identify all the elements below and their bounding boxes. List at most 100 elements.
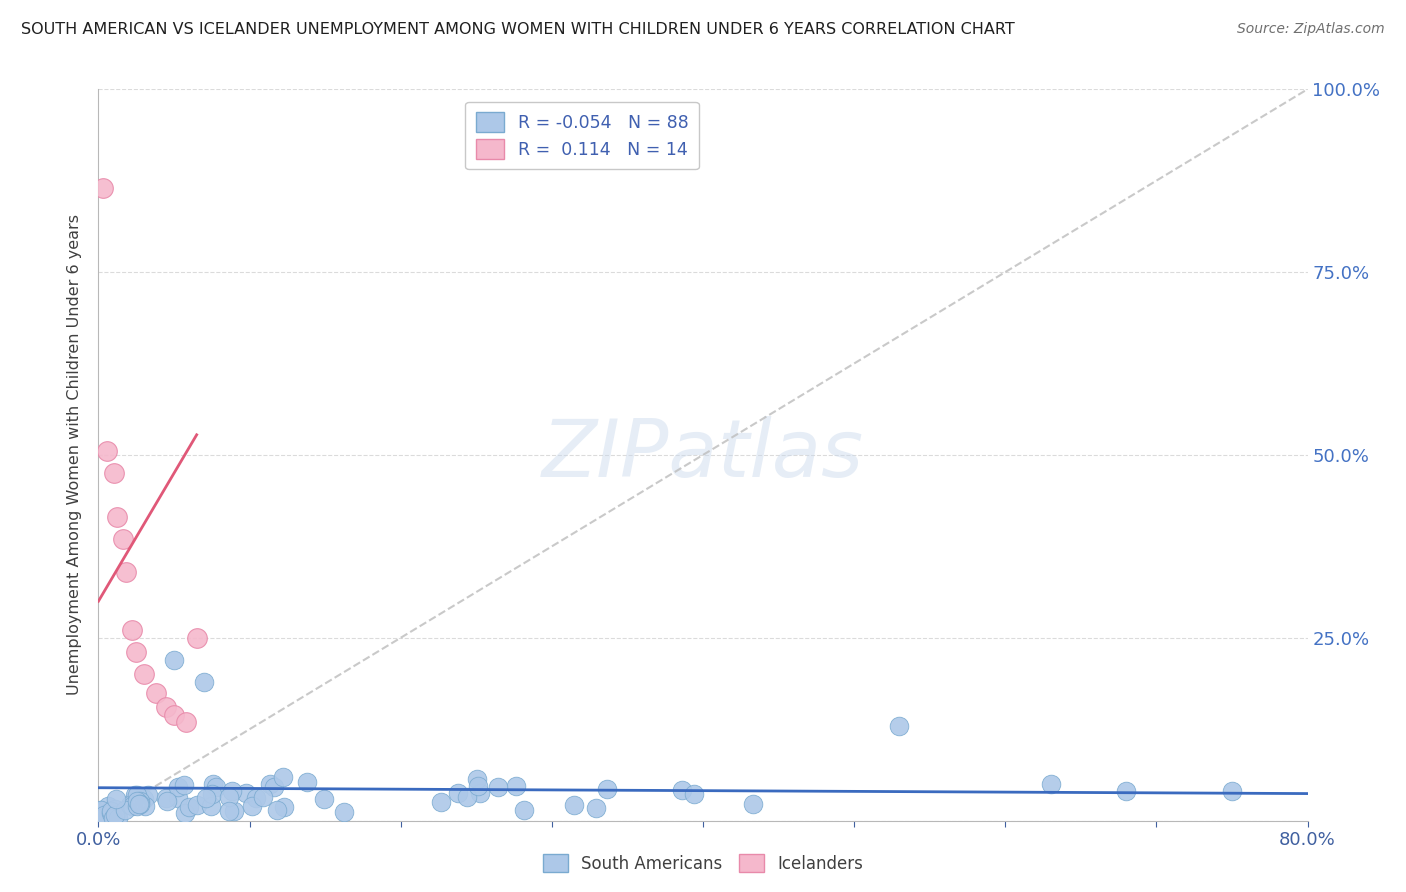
Point bbox=[333, 805, 356, 819]
Point bbox=[163, 707, 186, 722]
Point bbox=[585, 801, 607, 815]
Point bbox=[93, 809, 115, 823]
Point bbox=[93, 808, 115, 822]
Point bbox=[163, 653, 186, 667]
Point bbox=[468, 786, 491, 800]
Point bbox=[889, 718, 911, 732]
Point bbox=[94, 810, 117, 824]
Point bbox=[167, 780, 190, 794]
Point bbox=[128, 794, 150, 808]
Point bbox=[221, 784, 243, 798]
Y-axis label: Unemployment Among Women with Children Under 6 years: Unemployment Among Women with Children U… bbox=[67, 214, 83, 696]
Point bbox=[205, 780, 228, 794]
Point bbox=[155, 794, 177, 808]
Point bbox=[1220, 784, 1243, 798]
Point bbox=[105, 791, 128, 805]
Point bbox=[263, 780, 285, 794]
Point bbox=[105, 510, 128, 524]
Point bbox=[235, 786, 257, 800]
Point bbox=[98, 803, 121, 817]
Point bbox=[114, 565, 136, 579]
Point bbox=[266, 804, 288, 818]
Point bbox=[114, 803, 136, 817]
Point bbox=[218, 805, 240, 819]
Point bbox=[467, 779, 489, 793]
Point bbox=[173, 806, 195, 821]
Point bbox=[741, 797, 763, 812]
Point bbox=[96, 444, 118, 458]
Point bbox=[104, 808, 127, 822]
Text: ZIPatlas: ZIPatlas bbox=[541, 416, 865, 494]
Point bbox=[240, 798, 263, 813]
Legend: R = -0.054   N = 88, R =  0.114   N = 14: R = -0.054 N = 88, R = 0.114 N = 14 bbox=[465, 102, 699, 169]
Point bbox=[166, 791, 188, 805]
Point bbox=[134, 792, 156, 806]
Point bbox=[100, 805, 122, 820]
Point bbox=[96, 808, 118, 822]
Point bbox=[671, 783, 693, 797]
Point bbox=[218, 789, 240, 804]
Point bbox=[683, 787, 706, 801]
Point bbox=[430, 796, 453, 810]
Point bbox=[129, 797, 152, 811]
Point bbox=[124, 788, 146, 802]
Point bbox=[138, 788, 160, 802]
Point bbox=[155, 700, 177, 714]
Point bbox=[103, 812, 125, 826]
Point bbox=[127, 788, 149, 802]
Point bbox=[104, 802, 127, 816]
Point bbox=[505, 779, 527, 793]
Point bbox=[97, 811, 120, 825]
Point bbox=[186, 631, 208, 645]
Point bbox=[93, 809, 115, 823]
Point bbox=[295, 774, 318, 789]
Point bbox=[273, 800, 295, 814]
Point bbox=[245, 790, 267, 805]
Point bbox=[155, 791, 177, 805]
Point bbox=[195, 791, 218, 805]
Point bbox=[186, 797, 208, 812]
Point bbox=[193, 674, 215, 689]
Point bbox=[1115, 784, 1137, 798]
Point bbox=[465, 772, 488, 787]
Point bbox=[173, 778, 195, 792]
Text: Source: ZipAtlas.com: Source: ZipAtlas.com bbox=[1237, 22, 1385, 37]
Point bbox=[252, 789, 274, 804]
Point bbox=[107, 811, 129, 825]
Point bbox=[97, 799, 120, 814]
Point bbox=[91, 813, 114, 827]
Point bbox=[259, 777, 281, 791]
Point bbox=[562, 797, 585, 812]
Point bbox=[93, 809, 115, 823]
Point bbox=[90, 809, 112, 823]
Point bbox=[121, 624, 143, 638]
Point bbox=[93, 807, 115, 822]
Point bbox=[90, 803, 112, 817]
Point bbox=[111, 532, 134, 546]
Point bbox=[1039, 777, 1062, 791]
Point bbox=[145, 686, 167, 700]
Point bbox=[201, 787, 224, 801]
Point bbox=[222, 804, 245, 818]
Point bbox=[122, 794, 145, 808]
Point bbox=[127, 798, 149, 813]
Point bbox=[179, 800, 201, 814]
Point bbox=[98, 805, 121, 819]
Point bbox=[91, 805, 114, 819]
Point bbox=[174, 714, 197, 729]
Point bbox=[91, 181, 114, 195]
Point bbox=[134, 798, 156, 813]
Point bbox=[486, 780, 509, 795]
Point bbox=[90, 804, 112, 818]
Point bbox=[200, 798, 222, 813]
Legend: South Americans, Icelanders: South Americans, Icelanders bbox=[536, 847, 870, 880]
Point bbox=[271, 770, 294, 784]
Point bbox=[104, 807, 127, 822]
Point bbox=[103, 466, 125, 480]
Point bbox=[312, 792, 335, 806]
Point bbox=[125, 645, 148, 659]
Point bbox=[201, 777, 224, 791]
Point bbox=[456, 789, 478, 804]
Point bbox=[121, 799, 143, 814]
Point bbox=[512, 803, 534, 817]
